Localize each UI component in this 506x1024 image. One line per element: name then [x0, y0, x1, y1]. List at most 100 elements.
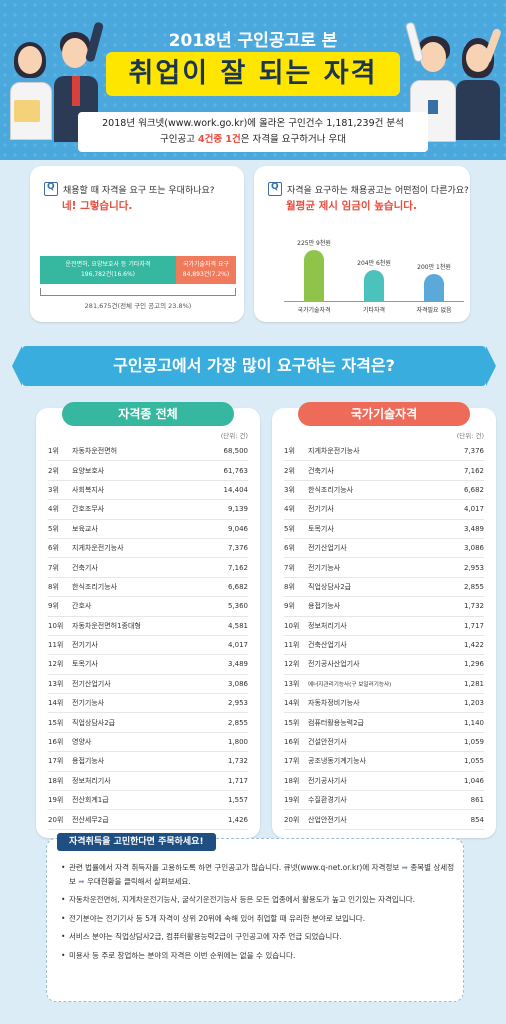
- value-cell: 1,059: [463, 738, 484, 747]
- table-row: 15위 직업상담사2급 2,855: [48, 713, 248, 733]
- table-row: 9위 간호사 5,360: [48, 597, 248, 617]
- name-cell: 직업상담사2급: [308, 582, 352, 591]
- table-row: 12위 토목기사 3,489: [48, 655, 248, 675]
- rank-cell: 19위: [48, 796, 64, 805]
- value-cell: 1,800: [227, 738, 248, 747]
- bar-segment-national: 국가기술자격 요구 84,893건(7.2%): [176, 256, 236, 284]
- name-cell: 수질환경기사: [308, 796, 347, 805]
- value-cell: 14,404: [223, 485, 249, 494]
- rank-cell: 5위: [48, 524, 59, 533]
- card-left-answer: 네! 그렇습니다.: [62, 200, 133, 212]
- table-row: 5위 보육교사 9,046: [48, 520, 248, 539]
- name-cell: 전기산업기사: [308, 544, 347, 553]
- table-row: 17위 공조냉동기계기능사 1,055: [284, 752, 484, 772]
- info-line-2-highlight: 4건중 1건: [198, 134, 241, 145]
- rank-cell: 11위: [48, 641, 64, 650]
- table-row: 1위 자동차운전면허 68,500: [48, 442, 248, 462]
- table-row: 6위 전기산업기사 3,086: [284, 539, 484, 559]
- table-row: 6위 지게차운전기능사 7,376: [48, 539, 248, 559]
- rank-cell: 11위: [284, 641, 300, 650]
- name-cell: 사회복지사: [72, 485, 105, 494]
- name-cell: 건축기사: [308, 466, 334, 475]
- bar-segment-other: 운전면허, 요양보호사 등 기타자격 196,782건(16.6%): [40, 256, 176, 284]
- value-cell: 1,732: [463, 602, 484, 611]
- value-cell: 7,376: [227, 544, 248, 553]
- table-row: 13위 전기산업기사 3,086: [48, 675, 248, 695]
- table-row: 3위 한식조리기능사 6,682: [284, 481, 484, 501]
- segment-other-value: 196,782건(16.6%): [80, 271, 136, 278]
- name-cell: 전산세무2급: [72, 815, 109, 824]
- table-all-rows: 1위 자동차운전면허 68,500 2위 요양보호사 61,763 3위 사회복지사 14,40…: [48, 442, 248, 830]
- table-row: 12위 전기공사산업기사 1,296: [284, 655, 484, 675]
- rank-cell: 9위: [48, 602, 59, 611]
- stacked-bar: 운전면허, 요양보호사 등 기타자격 196,782건(16.6%) 국가기술자…: [40, 256, 236, 284]
- card-requirement: 채용할 때 자격을 요구 또는 우대하나요? 네! 그렇습니다. 운전면허, 요…: [30, 166, 244, 322]
- name-cell: 영양사: [72, 738, 92, 747]
- name-cell: 건축산업기사: [308, 641, 347, 650]
- rank-cell: 1위: [48, 447, 59, 456]
- rank-cell: 20위: [48, 815, 64, 824]
- header-info: 2018년 워크넷(www.work.go.kr)에 올라온 구인건수 1,18…: [78, 112, 428, 152]
- value-cell: 4,581: [227, 621, 248, 630]
- value-cell: 2,953: [463, 563, 484, 572]
- rank-cell: 16위: [48, 738, 64, 747]
- value-cell: 1,203: [463, 699, 484, 708]
- name-cell: 용접기능사: [308, 602, 341, 611]
- tips-title: 자격취득을 고민한다면 주목하세요!: [57, 833, 216, 851]
- table-all-unit: (단위: 건): [220, 432, 248, 440]
- card-right-answer: 월평균 제시 임금이 높습니다.: [286, 200, 417, 212]
- name-cell: 자동차정비기능사: [308, 699, 360, 708]
- card-wage: 자격을 요구하는 채용공고는 어떤점이 다른가요? 월평균 제시 임금이 높습니…: [254, 166, 470, 322]
- rank-cell: 1위: [284, 447, 295, 456]
- name-cell: 건축기사: [72, 563, 98, 572]
- rank-cell: 14위: [48, 699, 64, 708]
- name-cell: 공조냉동기계기능사: [308, 757, 366, 766]
- name-cell: 지게차운전기능사: [308, 447, 360, 456]
- table-row: 14위 자동차정비기능사 1,203: [284, 694, 484, 714]
- tips-list: 관련 법률에서 자격 취득자를 고용하도록 하면 구인공고가 많습니다. 큐넷(…: [61, 861, 455, 967]
- rank-cell: 18위: [284, 776, 300, 785]
- name-cell: 전기공사기사: [308, 776, 347, 785]
- card-right-question-text: 자격을 요구하는 채용공고는 어떤점이 다른가요?: [287, 185, 469, 196]
- value-cell: 1,140: [463, 718, 484, 727]
- table-row: 20위 전산세무2급 1,426: [48, 810, 248, 830]
- wage-bar-category: 국가기술자격: [297, 307, 331, 314]
- woman-illustration-right: [452, 27, 502, 140]
- header: 2018년 구인공고로 본 취업이 잘 되는 자격 2018년 워크넷(www.…: [0, 0, 506, 160]
- name-cell: 토목기사: [308, 524, 334, 533]
- segment-national-label: 국가기술자격 요구: [182, 261, 230, 268]
- table-row: 20위 산업안전기사 854: [284, 810, 484, 830]
- tip-item: 서비스 분야는 직업상담사2급, 컴퓨터활용능력2급이 구인공고에 자주 언급 …: [61, 930, 455, 944]
- wage-bar: [364, 269, 384, 302]
- card-right-question: 자격을 요구하는 채용공고는 어떤점이 다른가요?: [268, 182, 469, 196]
- rank-cell: 10위: [284, 621, 300, 630]
- wage-bar: [424, 273, 444, 302]
- rank-cell: 6위: [48, 544, 59, 553]
- arrow-icon: ➡: [78, 876, 85, 886]
- table-row: 1위 지게차운전기능사 7,376: [284, 442, 484, 462]
- tip-1-part-a: 관련 법률에서 자격 취득자를 고용하도록 하면 구인공고가 많습니다. 큐넷(…: [69, 863, 400, 872]
- value-cell: 7,162: [463, 466, 484, 475]
- table-row: 10위 자동차운전면허1종대형 4,581: [48, 617, 248, 636]
- rank-cell: 15위: [284, 718, 300, 727]
- name-cell: 용접기능사: [72, 757, 105, 766]
- name-cell: 전기기능사: [72, 699, 105, 708]
- rank-cell: 14위: [284, 699, 300, 708]
- question-icon: [44, 182, 58, 196]
- value-cell: 9,046: [227, 524, 248, 533]
- tip-1-part-c: 우대현황을 클릭해서 살펴보세요.: [86, 876, 191, 886]
- name-cell: 자동차운전면허1종대형: [72, 621, 141, 630]
- name-cell: 지게차운전기능사: [72, 544, 124, 553]
- rank-cell: 17위: [284, 757, 300, 766]
- table-row: 4위 간호조무사 9,139: [48, 500, 248, 520]
- rank-cell: 7위: [284, 563, 295, 572]
- segment-other-label: 운전면허, 요양보호사 등 기타자격: [65, 261, 151, 268]
- name-cell: 정보처리기사: [308, 621, 347, 630]
- table-row: 13위 에너지관리기능사(구 보일러기능사) 1,281: [284, 675, 484, 695]
- tip-item: 전기분야는 전기기사 등 5개 자격이 상위 20위에 속해 있어 취업할 때 …: [61, 912, 455, 926]
- rank-cell: 2위: [284, 466, 295, 475]
- wage-bar-category: 기타자격: [362, 307, 386, 314]
- wage-bar: [304, 249, 324, 302]
- name-cell: 전기공사산업기사: [308, 660, 360, 669]
- name-cell: 전기기사: [308, 505, 334, 514]
